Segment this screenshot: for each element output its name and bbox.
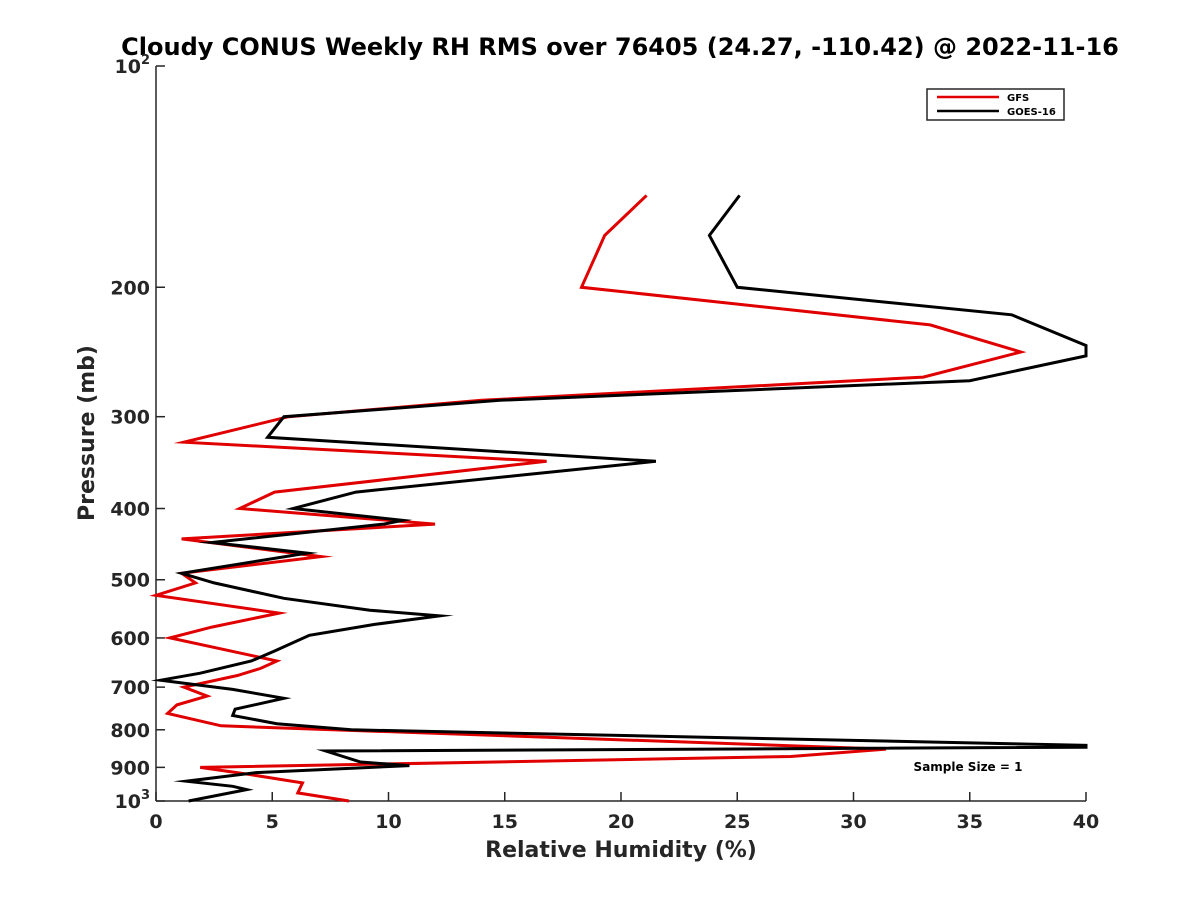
- x-axis-ticks: 0 5 10 15 20 25 30 35 40: [149, 792, 1099, 833]
- y-tick-label: 900: [110, 757, 150, 779]
- y-tick-label: 700: [110, 677, 150, 699]
- legend-box: [926, 88, 1065, 121]
- x-tick-label: 10: [375, 811, 401, 833]
- x-tick-label: 5: [266, 811, 279, 833]
- y-tick-label: 500: [110, 570, 150, 592]
- legend-label: GOES-16: [1007, 107, 1056, 118]
- y-axis-ticks: 102 200 300 400 500 600 700 800 900 103: [110, 53, 165, 813]
- y-axis-label: Pressure (mb): [75, 345, 100, 521]
- series-line-goes-16: [150, 194, 1088, 803]
- y-tick-label: 800: [110, 720, 150, 742]
- y-tick-label: 600: [110, 628, 150, 650]
- legend-label: GFS: [1007, 93, 1029, 104]
- legend: GFS GOES-16: [926, 88, 1065, 121]
- x-tick-label: 30: [840, 811, 866, 833]
- x-tick-label: 35: [957, 811, 983, 833]
- y-tick-label: 400: [110, 499, 150, 521]
- x-tick-label: 0: [149, 811, 162, 833]
- chart-title: Cloudy CONUS Weekly RH RMS over 76405 (2…: [121, 33, 1119, 61]
- y-tick-label: 103: [115, 788, 151, 813]
- x-tick-label: 20: [608, 811, 634, 833]
- x-tick-label: 25: [724, 811, 750, 833]
- y-tick-label: 300: [110, 407, 150, 429]
- x-tick-label: 15: [492, 811, 518, 833]
- y-tick-label: 102: [115, 53, 151, 78]
- series-layer: [149, 194, 1088, 803]
- x-axis-label: Relative Humidity (%): [485, 838, 757, 863]
- x-tick-label: 40: [1073, 811, 1099, 833]
- sample-size-annotation: Sample Size = 1: [914, 760, 1023, 774]
- y-tick-label: 200: [110, 277, 150, 299]
